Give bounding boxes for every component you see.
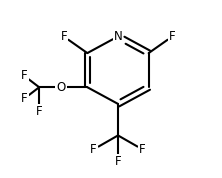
Text: N: N: [114, 30, 122, 43]
Text: F: F: [21, 92, 28, 105]
Text: F: F: [21, 69, 28, 82]
Text: F: F: [90, 143, 97, 156]
Text: F: F: [60, 30, 67, 43]
Text: F: F: [115, 155, 121, 168]
Text: F: F: [169, 30, 176, 43]
Text: O: O: [56, 81, 66, 94]
Text: F: F: [36, 105, 42, 118]
Text: F: F: [139, 143, 146, 156]
